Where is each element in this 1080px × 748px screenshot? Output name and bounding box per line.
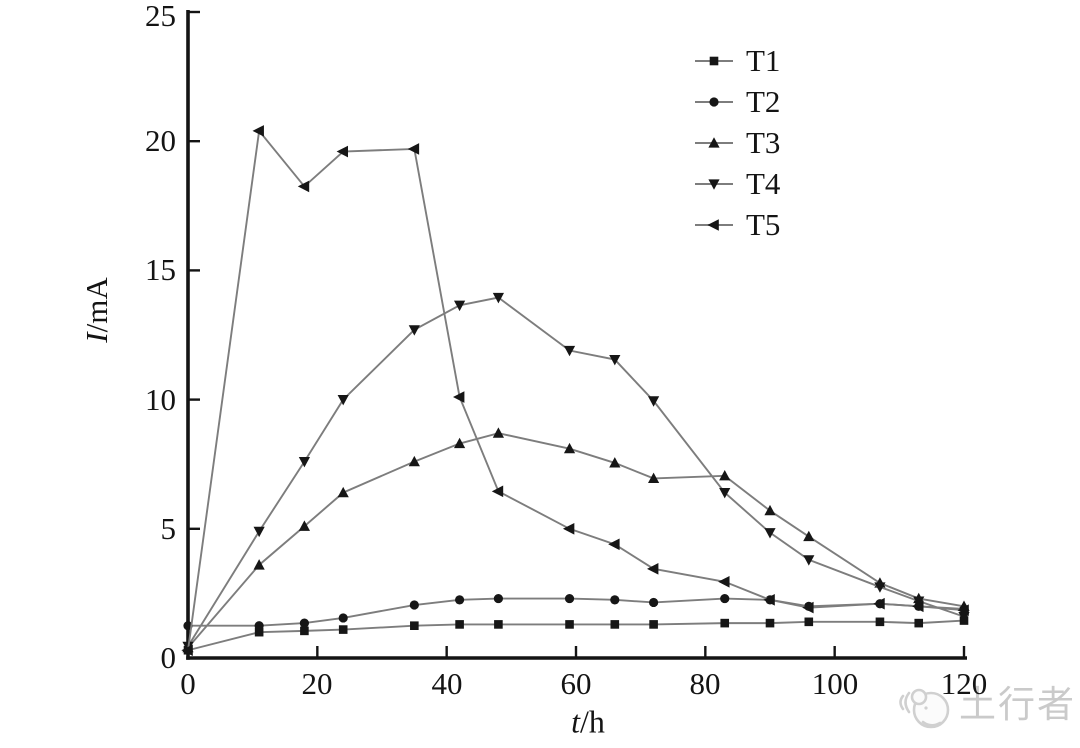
x-axis-title-symbol: t (571, 703, 580, 740)
y-tick-label-10: 10 (145, 382, 176, 417)
legend-item-t1: T1 (694, 40, 780, 81)
y-tick-label-5: 5 (160, 511, 177, 546)
x-tick-label-0: 0 (180, 666, 196, 701)
legend-item-t4: T4 (694, 163, 780, 204)
y-tick-label-15: 15 (145, 252, 176, 287)
series-markers-T5 (181, 125, 969, 657)
legend-label-t5: T5 (746, 206, 781, 242)
x-tick-label-40: 40 (431, 666, 463, 701)
x-tick-label-20: 20 (301, 666, 333, 701)
legend-label-t2: T2 (746, 83, 781, 119)
y-axis-title-unit: /mA (79, 277, 114, 333)
x-axis-title: t/h (571, 704, 605, 741)
legend-label-t3: T3 (746, 124, 781, 160)
legend-item-t3: T3 (694, 122, 780, 163)
series-line-T1 (187, 619, 965, 652)
y-tick-label-20: 20 (145, 123, 176, 158)
y-tick-label-0: 0 (160, 640, 177, 675)
legend-label-t1: T1 (746, 42, 781, 78)
x-tick-label-60: 60 (560, 666, 592, 701)
y-axis-title-symbol: I (79, 332, 114, 343)
x-axis-title-unit: /h (580, 703, 605, 740)
t2-circle-marker-icon (694, 93, 734, 111)
t5-triangle-left-marker-icon (694, 216, 734, 234)
series-markers-T3 (182, 427, 970, 653)
series-line-T5 (187, 128, 965, 651)
t1-square-marker-icon (694, 52, 734, 70)
legend-item-t2: T2 (694, 81, 780, 122)
series-line-T3 (187, 432, 965, 649)
y-tick-label-25: 25 (145, 0, 176, 33)
x-tick-label-120: 120 (940, 666, 988, 701)
x-tick-label-100: 100 (811, 666, 859, 701)
t3-triangle-up-marker-icon (694, 134, 734, 152)
y-axis-title: I/mA (79, 277, 115, 342)
series-markers-T4 (182, 292, 970, 653)
t4-triangle-down-marker-icon (694, 175, 734, 193)
legend: T1 T2 T3 T4 T5 (694, 40, 780, 245)
legend-item-t5: T5 (694, 204, 780, 245)
series-line-T4 (187, 296, 965, 647)
x-tick-label-80: 80 (689, 666, 721, 701)
legend-label-t4: T4 (746, 165, 781, 201)
